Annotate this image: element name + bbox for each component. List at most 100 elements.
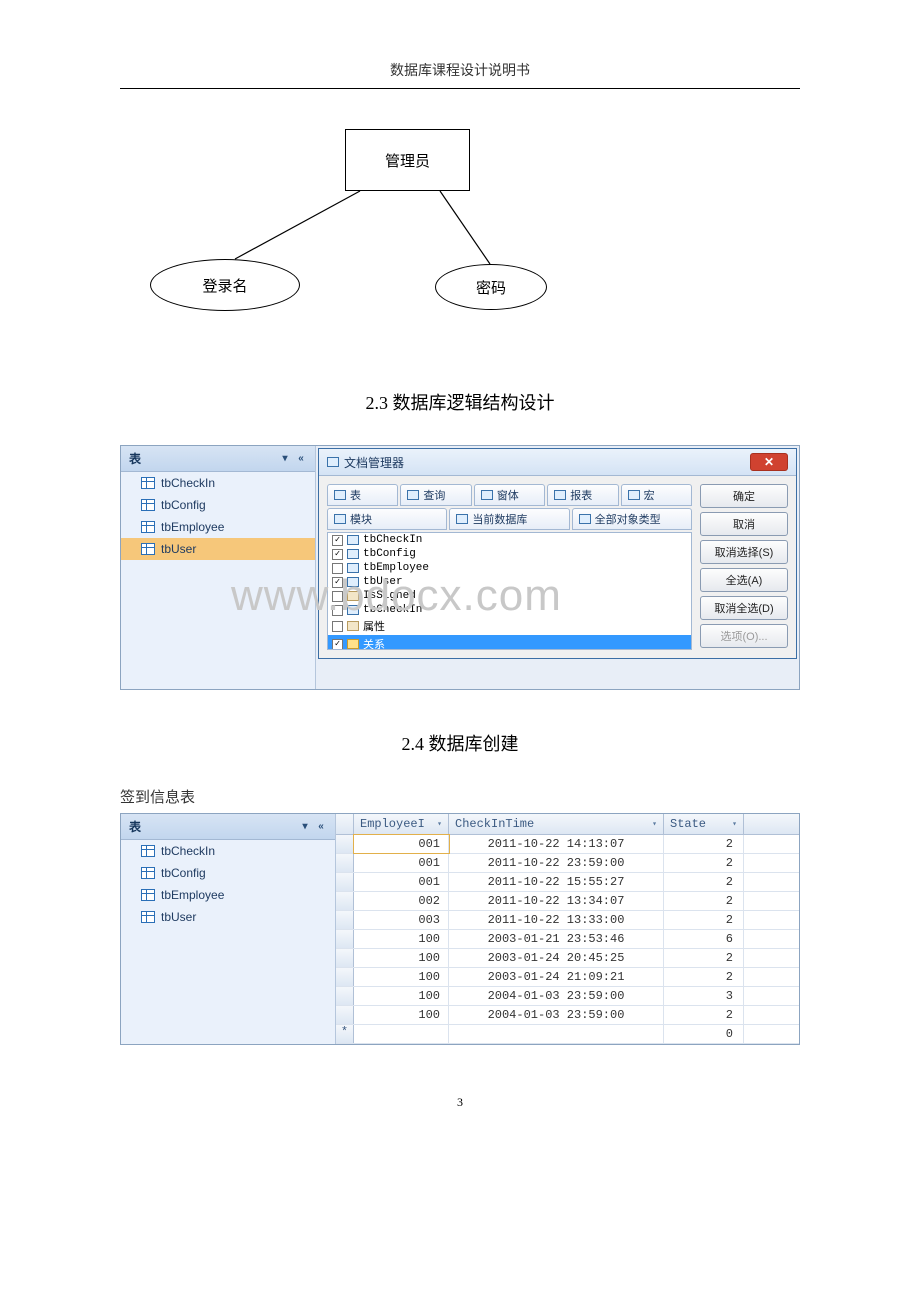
list-item[interactable]: ✓tbCheckIn bbox=[328, 533, 691, 547]
cell-state[interactable]: 2 bbox=[664, 968, 744, 986]
cell-state[interactable]: 2 bbox=[664, 854, 744, 872]
tab-表[interactable]: 表 bbox=[327, 484, 398, 506]
tab-模块[interactable]: 模块 bbox=[327, 508, 447, 530]
cell-employee[interactable]: 100 bbox=[354, 949, 449, 967]
object-listbox[interactable]: ✓tbCheckIn✓tbConfigtbEmployee✓tbUserIsSi… bbox=[327, 532, 692, 650]
table-row[interactable]: 1002003-01-24 20:45:252 bbox=[336, 949, 799, 968]
tab-宏[interactable]: 宏 bbox=[621, 484, 692, 506]
dialog-button[interactable]: 取消选择(S) bbox=[700, 540, 788, 564]
dropdown-icon[interactable]: ▾ bbox=[279, 453, 291, 465]
cell-employee[interactable]: 001 bbox=[354, 835, 449, 853]
cell-state[interactable]: 0 bbox=[664, 1025, 744, 1043]
checkbox[interactable] bbox=[332, 563, 343, 574]
cell-state[interactable]: 2 bbox=[664, 873, 744, 891]
cell-employee[interactable]: 001 bbox=[354, 854, 449, 872]
table-row[interactable]: 0012011-10-22 14:13:072 bbox=[336, 835, 799, 854]
cell-state[interactable]: 2 bbox=[664, 911, 744, 929]
dialog-button[interactable]: 确定 bbox=[700, 484, 788, 508]
checkbox[interactable] bbox=[332, 605, 343, 616]
checkbox[interactable]: ✓ bbox=[332, 639, 343, 650]
table-row[interactable]: 1002003-01-24 21:09:212 bbox=[336, 968, 799, 987]
checkbox[interactable]: ✓ bbox=[332, 549, 343, 560]
nav-item-tbconfig[interactable]: tbConfig bbox=[121, 494, 315, 516]
dialog-button[interactable]: 全选(A) bbox=[700, 568, 788, 592]
nav-item-tbcheckin[interactable]: tbCheckIn bbox=[121, 840, 335, 862]
cell-checkintime[interactable]: 2011-10-22 23:59:00 bbox=[449, 854, 664, 872]
nav-item-tbcheckin[interactable]: tbCheckIn bbox=[121, 472, 315, 494]
rel-icon bbox=[347, 639, 359, 649]
checkbox[interactable]: ✓ bbox=[332, 577, 343, 588]
column-header-State[interactable]: State▾ bbox=[664, 814, 744, 834]
table-row[interactable]: 1002004-01-03 23:59:003 bbox=[336, 987, 799, 1006]
cell-employee[interactable] bbox=[354, 1025, 449, 1043]
table-row[interactable]: 0022011-10-22 13:34:072 bbox=[336, 892, 799, 911]
nav-item-tbconfig[interactable]: tbConfig bbox=[121, 862, 335, 884]
page-header: 数据库课程设计说明书 bbox=[120, 60, 800, 89]
checkbox[interactable] bbox=[332, 621, 343, 632]
list-item[interactable]: tbCheckIn bbox=[328, 603, 691, 617]
nav-header[interactable]: 表 ▾ « bbox=[121, 446, 315, 472]
list-item[interactable]: ✓关系 bbox=[328, 635, 691, 650]
tab-查询[interactable]: 查询 bbox=[400, 484, 471, 506]
cell-employee[interactable]: 100 bbox=[354, 930, 449, 948]
table-row[interactable]: 0012011-10-22 15:55:272 bbox=[336, 873, 799, 892]
cell-checkintime[interactable]: 2011-10-22 15:55:27 bbox=[449, 873, 664, 891]
table-icon bbox=[141, 521, 155, 533]
cell-employee[interactable]: 100 bbox=[354, 1006, 449, 1024]
list-item[interactable]: ✓tbUser bbox=[328, 575, 691, 589]
dialog-button[interactable]: 取消全选(D) bbox=[700, 596, 788, 620]
checkbox[interactable] bbox=[332, 591, 343, 602]
close-button[interactable]: ✕ bbox=[750, 453, 788, 471]
cell-checkintime[interactable]: 2003-01-24 21:09:21 bbox=[449, 968, 664, 986]
cell-state[interactable]: 2 bbox=[664, 892, 744, 910]
checkbox[interactable]: ✓ bbox=[332, 535, 343, 546]
cell-employee[interactable]: 001 bbox=[354, 873, 449, 891]
nav-header-2[interactable]: 表 ▾ « bbox=[121, 814, 335, 840]
cell-checkintime[interactable]: 2011-10-22 13:34:07 bbox=[449, 892, 664, 910]
table-row[interactable]: 1002004-01-03 23:59:002 bbox=[336, 1006, 799, 1025]
sort-dropdown-icon[interactable]: ▾ bbox=[652, 819, 657, 829]
cell-state[interactable]: 3 bbox=[664, 987, 744, 1005]
tab-报表[interactable]: 报表 bbox=[547, 484, 618, 506]
dialog-button[interactable]: 取消 bbox=[700, 512, 788, 536]
nav-item-tbemployee[interactable]: tbEmployee bbox=[121, 884, 335, 906]
data-grid[interactable]: EmployeeI▾CheckInTime▾State▾ 0012011-10-… bbox=[336, 814, 799, 1044]
list-item[interactable]: ✓tbConfig bbox=[328, 547, 691, 561]
cell-checkintime[interactable]: 2003-01-24 20:45:25 bbox=[449, 949, 664, 967]
table-row[interactable]: 1002003-01-21 23:53:466 bbox=[336, 930, 799, 949]
cell-checkintime[interactable]: 2004-01-03 23:59:00 bbox=[449, 1006, 664, 1024]
nav-item-tbuser[interactable]: tbUser bbox=[121, 538, 315, 560]
table-row-new[interactable]: *0 bbox=[336, 1025, 799, 1044]
table-row[interactable]: 0012011-10-22 23:59:002 bbox=[336, 854, 799, 873]
list-item[interactable]: tbEmployee bbox=[328, 561, 691, 575]
table-row[interactable]: 0032011-10-22 13:33:002 bbox=[336, 911, 799, 930]
tab-窗体[interactable]: 窗体 bbox=[474, 484, 545, 506]
cell-state[interactable]: 2 bbox=[664, 949, 744, 967]
cell-checkintime[interactable]: 2003-01-21 23:53:46 bbox=[449, 930, 664, 948]
list-item[interactable]: 属性 bbox=[328, 617, 691, 635]
sort-dropdown-icon[interactable]: ▾ bbox=[437, 819, 442, 829]
cell-checkintime[interactable]: 2011-10-22 13:33:00 bbox=[449, 911, 664, 929]
cell-checkintime[interactable]: 2011-10-22 14:13:07 bbox=[449, 835, 664, 853]
tab-全部对象类型[interactable]: 全部对象类型 bbox=[572, 508, 692, 530]
sort-dropdown-icon[interactable]: ▾ bbox=[732, 819, 737, 829]
cell-employee[interactable]: 100 bbox=[354, 968, 449, 986]
cell-state[interactable]: 2 bbox=[664, 835, 744, 853]
cell-employee[interactable]: 003 bbox=[354, 911, 449, 929]
cell-state[interactable]: 6 bbox=[664, 930, 744, 948]
column-header-EmployeeI[interactable]: EmployeeI▾ bbox=[354, 814, 449, 834]
collapse-icon-2[interactable]: « bbox=[315, 821, 327, 833]
cell-employee[interactable]: 002 bbox=[354, 892, 449, 910]
list-item[interactable]: IsSigned bbox=[328, 589, 691, 603]
dropdown-icon-2[interactable]: ▾ bbox=[299, 821, 311, 833]
cell-state[interactable]: 2 bbox=[664, 1006, 744, 1024]
column-header-CheckInTime[interactable]: CheckInTime▾ bbox=[449, 814, 664, 834]
cell-employee[interactable]: 100 bbox=[354, 987, 449, 1005]
nav-title-2: 表 bbox=[129, 818, 141, 835]
nav-item-tbemployee[interactable]: tbEmployee bbox=[121, 516, 315, 538]
cell-checkintime[interactable] bbox=[449, 1025, 664, 1043]
nav-item-tbuser[interactable]: tbUser bbox=[121, 906, 335, 928]
cell-checkintime[interactable]: 2004-01-03 23:59:00 bbox=[449, 987, 664, 1005]
tab-当前数据库[interactable]: 当前数据库 bbox=[449, 508, 569, 530]
collapse-icon[interactable]: « bbox=[295, 453, 307, 465]
